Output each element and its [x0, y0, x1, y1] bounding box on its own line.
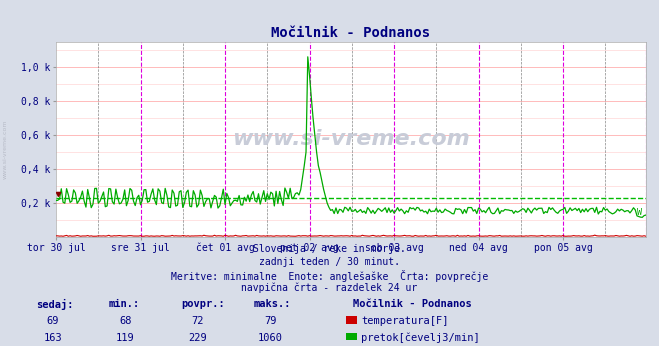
Text: W: W: [637, 208, 643, 217]
Text: 229: 229: [188, 333, 207, 343]
Text: Meritve: minimalne  Enote: anglešaške  Črta: povprečje: Meritve: minimalne Enote: anglešaške Črt…: [171, 270, 488, 282]
Text: min.:: min.:: [109, 299, 140, 309]
Text: pretok[čevelj3/min]: pretok[čevelj3/min]: [361, 333, 480, 343]
Text: www.si-vreme.com: www.si-vreme.com: [232, 129, 470, 149]
Text: 163: 163: [43, 333, 62, 343]
Text: 119: 119: [116, 333, 134, 343]
Text: 69: 69: [47, 316, 59, 326]
Text: temperatura[F]: temperatura[F]: [361, 316, 449, 326]
Text: 79: 79: [264, 316, 276, 326]
Text: www.si-vreme.com: www.si-vreme.com: [3, 119, 8, 179]
Text: Slovenija / reke in morje.: Slovenija / reke in morje.: [253, 244, 406, 254]
Text: 72: 72: [192, 316, 204, 326]
Text: povpr.:: povpr.:: [181, 299, 225, 309]
Text: sedaj:: sedaj:: [36, 299, 74, 310]
Text: 68: 68: [119, 316, 131, 326]
Text: Močilnik - Podnanos: Močilnik - Podnanos: [353, 299, 471, 309]
Text: navpična črta - razdelek 24 ur: navpična črta - razdelek 24 ur: [241, 282, 418, 293]
Text: zadnji teden / 30 minut.: zadnji teden / 30 minut.: [259, 257, 400, 267]
Text: maks.:: maks.:: [254, 299, 291, 309]
Text: 1060: 1060: [258, 333, 283, 343]
Title: Močilnik - Podnanos: Močilnik - Podnanos: [272, 26, 430, 40]
